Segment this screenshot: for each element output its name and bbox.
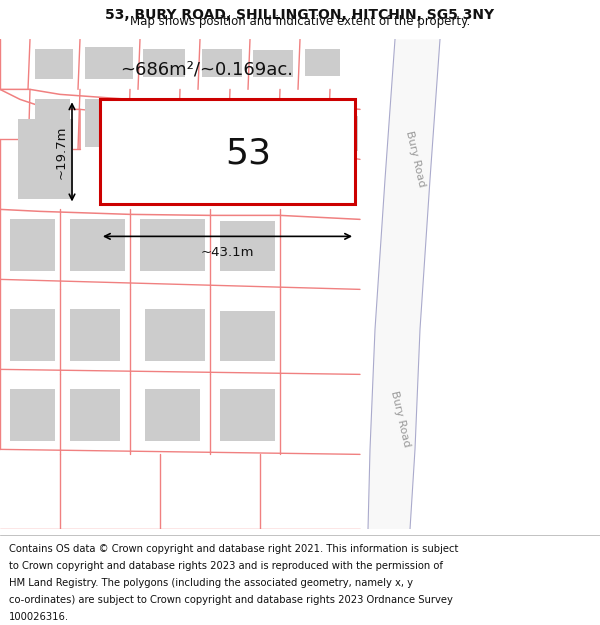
Bar	[70, 219, 125, 271]
Text: 53, BURY ROAD, SHILLINGTON, HITCHIN, SG5 3NY: 53, BURY ROAD, SHILLINGTON, HITCHIN, SG5…	[106, 8, 494, 22]
Text: HM Land Registry. The polygons (including the associated geometry, namely x, y: HM Land Registry. The polygons (includin…	[9, 578, 413, 588]
Bar	[220, 221, 275, 271]
Polygon shape	[368, 39, 440, 529]
Bar	[140, 219, 205, 271]
Text: Contains OS data © Crown copyright and database right 2021. This information is : Contains OS data © Crown copyright and d…	[9, 544, 458, 554]
Bar	[202, 49, 242, 78]
Bar	[70, 389, 120, 441]
Text: 53: 53	[225, 137, 271, 171]
Bar	[85, 99, 127, 148]
Bar	[100, 99, 355, 204]
Bar	[85, 48, 133, 79]
Bar	[305, 49, 340, 76]
Text: Map shows position and indicative extent of the property.: Map shows position and indicative extent…	[130, 15, 470, 28]
Bar	[290, 106, 325, 144]
Bar	[18, 119, 73, 199]
Text: Bury Road: Bury Road	[389, 390, 412, 449]
Bar	[10, 389, 55, 441]
Bar	[220, 119, 320, 189]
Text: ~686m²/~0.169ac.: ~686m²/~0.169ac.	[121, 61, 293, 78]
Bar	[143, 49, 185, 78]
Text: Bury Road: Bury Road	[404, 130, 427, 189]
Text: ~19.7m: ~19.7m	[55, 125, 68, 179]
Bar	[330, 116, 358, 151]
Bar	[145, 389, 200, 441]
Text: 100026316.: 100026316.	[9, 612, 69, 622]
Text: ~43.1m: ~43.1m	[201, 246, 254, 259]
Text: co-ordinates) are subject to Crown copyright and database rights 2023 Ordnance S: co-ordinates) are subject to Crown copyr…	[9, 595, 453, 605]
Bar	[220, 389, 275, 441]
Bar	[240, 106, 275, 146]
Bar	[35, 49, 73, 79]
Bar	[35, 99, 70, 149]
Bar	[138, 101, 176, 146]
Bar	[220, 311, 275, 361]
Bar	[253, 51, 293, 78]
Bar	[10, 219, 55, 271]
Text: to Crown copyright and database rights 2023 and is reproduced with the permissio: to Crown copyright and database rights 2…	[9, 561, 443, 571]
Bar	[145, 309, 205, 361]
Bar	[10, 309, 55, 361]
Bar	[195, 104, 233, 144]
Bar	[70, 309, 120, 361]
